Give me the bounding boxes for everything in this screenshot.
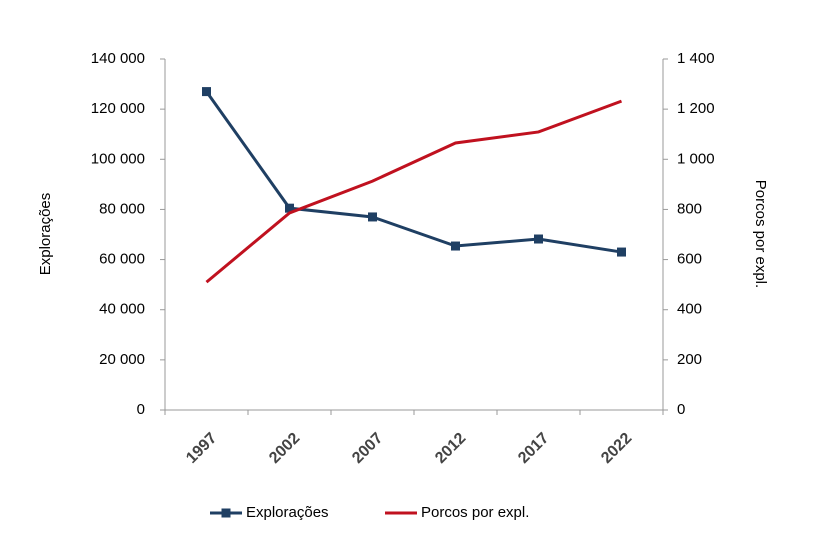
y-tick-label: 120 000 — [91, 100, 145, 117]
x-tick-label: 2017 — [515, 430, 552, 467]
y2-axis-title: Porcos por expl. — [752, 180, 769, 288]
x-tick-label: 2012 — [432, 430, 469, 467]
y2-tick-label: 200 — [677, 351, 702, 368]
y-tick-label: 0 — [137, 401, 145, 418]
legend-marker — [221, 508, 231, 518]
y-tick-label: 60 000 — [99, 251, 145, 268]
series-line — [205, 99, 623, 284]
series-marker — [534, 234, 543, 244]
y2-tick-label: 1 200 — [677, 100, 715, 117]
y-tick-label: 20 000 — [99, 351, 145, 368]
series-marker — [285, 203, 294, 213]
y-tick-label: 100 000 — [91, 150, 145, 167]
series-marker — [202, 87, 211, 97]
legend-label: Explorações — [246, 504, 329, 521]
y-tick-label: 80 000 — [99, 200, 145, 217]
x-tick-label: 2002 — [266, 430, 303, 467]
series-line — [205, 90, 622, 254]
y-tick-label: 40 000 — [99, 301, 145, 318]
y2-tick-label: 1 400 — [677, 50, 715, 67]
x-tick-label: 2022 — [598, 430, 635, 467]
y2-tick-label: 800 — [677, 200, 702, 217]
y2-tick-label: 1 000 — [677, 150, 715, 167]
y2-tick-label: 0 — [677, 401, 685, 418]
x-tick-label: 2007 — [349, 430, 386, 467]
y-tick-label: 140 000 — [91, 50, 145, 67]
y2-tick-label: 400 — [677, 301, 702, 318]
x-tick-label: 1997 — [183, 430, 220, 467]
legend-label: Porcos por expl. — [421, 504, 529, 521]
y-axis-title: Explorações — [37, 193, 54, 276]
series-marker — [617, 247, 626, 257]
series-marker — [451, 241, 460, 251]
series-marker — [368, 212, 377, 222]
y2-tick-label: 600 — [677, 251, 702, 268]
